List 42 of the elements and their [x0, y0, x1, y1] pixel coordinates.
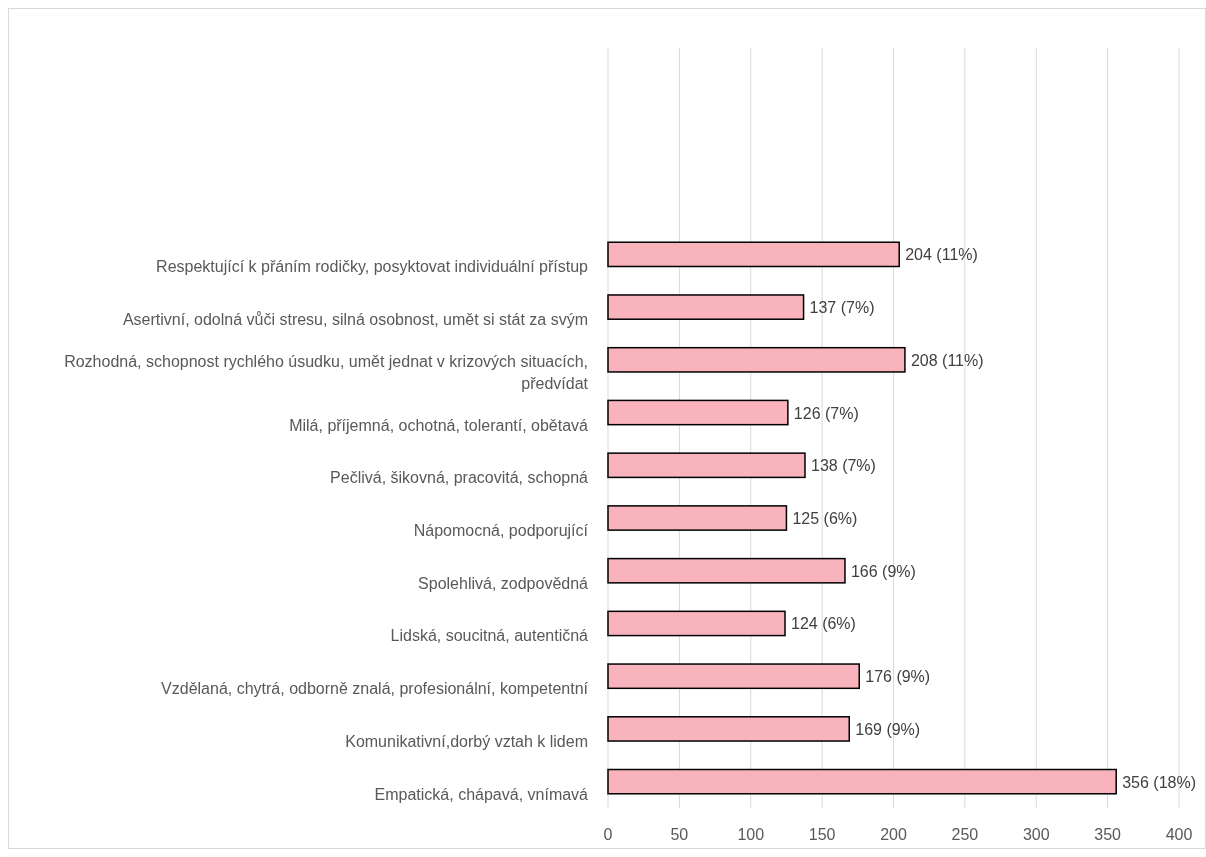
y-tick-label: Nápomocná, podporující [413, 522, 589, 539]
x-tick-label: 50 [670, 826, 689, 843]
data-label: 126 (7%) [793, 404, 859, 422]
x-tick-label: 300 [1022, 826, 1050, 843]
x-tick-label: 150 [808, 826, 836, 843]
x-tick-label: 250 [951, 826, 979, 843]
x-tick-label: 100 [737, 826, 765, 843]
data-label: 137 (7%) [809, 299, 875, 317]
bar [607, 663, 860, 690]
y-tick-label: Milá, příjemná, ochotná, tolerantí, obětavá [289, 416, 589, 434]
data-label: 138 (7%) [810, 457, 876, 475]
y-tick-label: Pečlivá, šikovná, pracovitá, schopná [330, 469, 589, 487]
y-tick-label: Spolehlivá, zodpovědná [418, 574, 589, 592]
bar [607, 716, 850, 742]
y-tick-label: Lidská, soucitná, autentičná [390, 627, 589, 645]
data-label: 356 (18%) [1122, 773, 1197, 791]
y-tick-label: Empatická, chápavá, vnímavá [374, 785, 589, 803]
data-label: 208 (11%) [910, 351, 984, 369]
y-tick-label: Vzdělaná, chytrá, odborně znalá, profesionální, kompetentní [161, 680, 589, 698]
bar [607, 294, 805, 320]
bar [607, 346, 906, 373]
bar [607, 610, 786, 637]
data-label: 124 (6%) [791, 615, 856, 633]
x-tick-label: 350 [1094, 826, 1122, 843]
bar [607, 505, 788, 531]
data-label: 125 (6%) [792, 510, 858, 527]
bar [607, 557, 846, 584]
bar [607, 452, 806, 479]
x-tick-label: 200 [880, 826, 907, 843]
x-tick-label: 0 [603, 826, 613, 843]
data-label: 169 (9%) [855, 720, 921, 738]
bar [607, 241, 900, 268]
y-tick-label: Rozhodná, schopnost rychlého úsudku, umět jednat v krizových situacích, předvídat [64, 352, 589, 392]
data-label: 166 (9%) [850, 562, 916, 580]
bar [607, 399, 789, 426]
x-tick-label: 400 [1165, 826, 1193, 843]
bar [607, 768, 1117, 795]
y-tick-label: Asertivní, odolná vůči stresu, silná osobnost, umět si stát za svým [122, 311, 588, 329]
y-tick-label: Respektující k přáním rodičky, posyktovat individuální přístup [156, 258, 589, 276]
data-label: 176 (9%) [865, 668, 931, 686]
y-tick-label: Komunikativní,dorbý vztah k lidem [345, 732, 588, 750]
data-label: 204 (11%) [905, 246, 978, 264]
